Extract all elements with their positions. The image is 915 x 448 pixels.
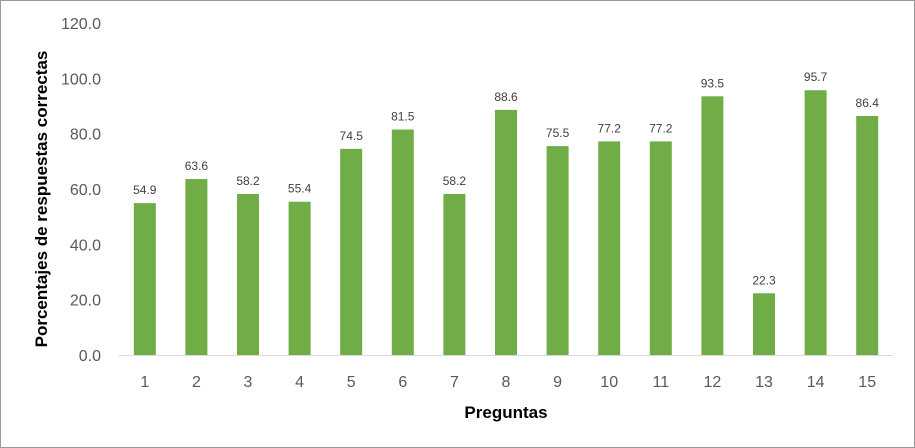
y-axis-ticks: 0.0 20.0 40.0 60.0 80.0 100.0 120.0 [61, 16, 101, 365]
bar-5 [340, 148, 363, 355]
data-label-3: 58.2 [236, 174, 260, 188]
y-tick-label: 40.0 [70, 237, 101, 254]
x-tick-label-10: 10 [600, 374, 618, 391]
x-tick-label-11: 11 [652, 374, 669, 391]
bar-12 [701, 96, 724, 356]
y-tick-label: 100.0 [61, 71, 101, 88]
y-axis-title: Porcentajes de respuestas correctas [32, 51, 51, 348]
data-labels: 54.9 63.6 58.2 55.4 74.5 81.5 58.2 88.6 75.5 77.2… [133, 70, 879, 287]
x-tick-label-12: 12 [704, 374, 722, 391]
x-tick-label-5: 5 [347, 374, 356, 391]
x-tick-label-13: 13 [755, 374, 773, 391]
data-label-2: 63.6 [185, 159, 209, 173]
y-tick-label: 60.0 [70, 182, 101, 199]
bar-1 [133, 203, 156, 355]
bar-2 [185, 179, 208, 355]
bars [133, 90, 879, 356]
bar-4 [288, 201, 311, 355]
bar-7 [443, 193, 466, 355]
data-label-12: 93.5 [701, 76, 725, 90]
bar-13 [753, 293, 775, 355]
x-tick-label-2: 2 [192, 374, 201, 391]
bar-10 [598, 141, 621, 355]
x-axis-title: Preguntas [464, 403, 547, 422]
x-axis-ticks: 1 2 3 4 5 6 7 8 9 10 11 12 13 14 15 [140, 374, 876, 391]
y-tick-label: 20.0 [70, 293, 101, 310]
x-tick-label-15: 15 [858, 374, 876, 391]
data-label-1: 54.9 [133, 183, 157, 197]
data-label-5: 74.5 [340, 129, 364, 143]
x-tick-label-4: 4 [295, 374, 304, 391]
x-tick-label-9: 9 [553, 374, 562, 391]
data-label-14: 95.7 [804, 70, 828, 84]
bar-6 [391, 129, 414, 355]
data-label-15: 86.4 [856, 96, 880, 110]
data-label-13: 22.3 [752, 273, 776, 287]
x-tick-label-8: 8 [502, 374, 511, 391]
y-tick-label: 0.0 [79, 348, 101, 365]
bar-14 [804, 90, 827, 355]
data-label-11: 77.2 [649, 121, 673, 135]
x-tick-label-6: 6 [398, 374, 407, 391]
bar-8 [495, 109, 517, 355]
data-label-6: 81.5 [391, 110, 415, 124]
y-tick-label: 120.0 [61, 16, 101, 33]
x-tick-label-14: 14 [807, 374, 825, 391]
bar-11 [649, 141, 672, 355]
x-tick-label-3: 3 [244, 374, 253, 391]
data-label-10: 77.2 [598, 121, 622, 135]
y-tick-label: 80.0 [70, 127, 101, 144]
bar-3 [237, 193, 259, 355]
data-label-8: 88.6 [494, 90, 518, 104]
bar-9 [546, 146, 569, 355]
x-tick-label-7: 7 [450, 374, 459, 391]
data-label-7: 58.2 [443, 174, 467, 188]
data-label-4: 55.4 [288, 182, 312, 196]
bar-15 [856, 115, 879, 356]
x-tick-label-1: 1 [140, 374, 149, 391]
data-label-9: 75.5 [546, 126, 570, 140]
